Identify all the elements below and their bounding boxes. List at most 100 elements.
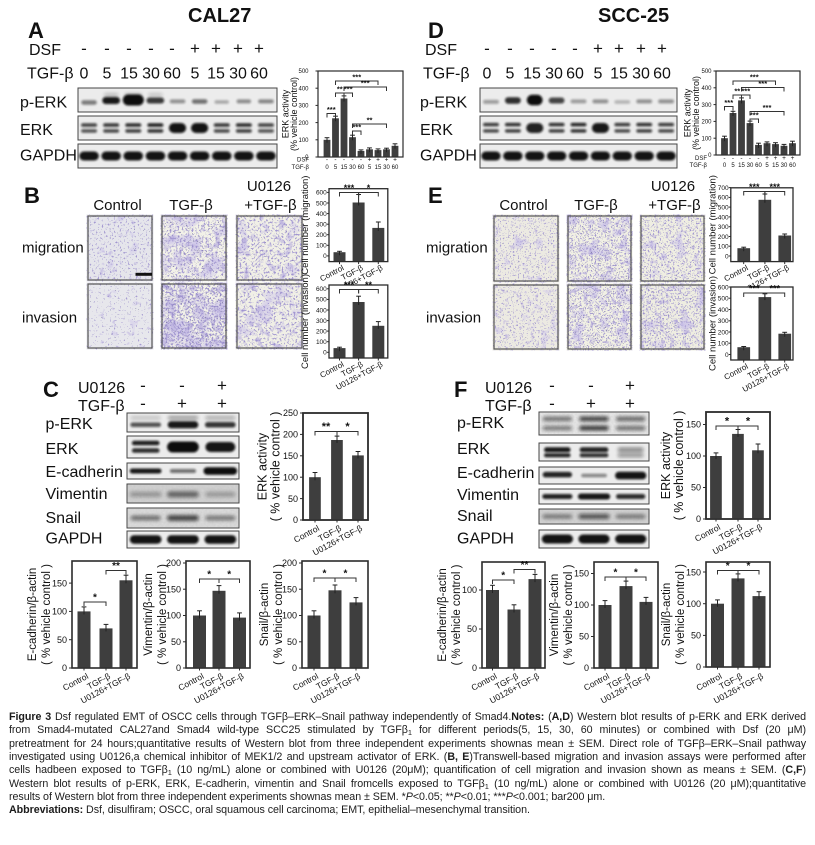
svg-text:SCC-25: SCC-25 xyxy=(598,5,669,27)
svg-text:ERK: ERK xyxy=(46,441,79,458)
svg-text:ERK: ERK xyxy=(457,441,490,458)
svg-text:200: 200 xyxy=(298,121,309,127)
svg-text:60: 60 xyxy=(358,165,365,171)
svg-text:***: *** xyxy=(344,85,353,94)
svg-text:600: 600 xyxy=(718,195,729,202)
svg-text:200: 200 xyxy=(283,430,298,440)
svg-text:E-cadherin/β-actin: E-cadherin/β-actin xyxy=(437,568,449,662)
svg-text:***: *** xyxy=(750,73,759,82)
svg-text:200: 200 xyxy=(316,328,327,335)
svg-text:0: 0 xyxy=(293,515,298,525)
svg-text:-: - xyxy=(343,157,345,164)
svg-text:Snail: Snail xyxy=(46,510,82,527)
svg-text:50: 50 xyxy=(579,632,589,642)
svg-text:60: 60 xyxy=(566,66,584,83)
svg-text:TGF-β: TGF-β xyxy=(574,197,618,214)
svg-text:*: * xyxy=(634,568,638,579)
svg-text:*: * xyxy=(207,570,211,581)
svg-text:+: + xyxy=(625,394,635,413)
svg-text:+: + xyxy=(233,39,243,58)
svg-text:*: * xyxy=(501,571,505,582)
svg-text:TGF-β: TGF-β xyxy=(485,398,532,415)
svg-text:50: 50 xyxy=(171,637,181,647)
svg-text:100: 100 xyxy=(718,244,729,251)
svg-text:0: 0 xyxy=(323,350,327,357)
svg-text:***: *** xyxy=(763,103,772,112)
svg-text:0: 0 xyxy=(696,514,701,524)
svg-text:+: + xyxy=(393,157,397,164)
svg-text:100: 100 xyxy=(316,243,327,250)
svg-text:TGF-β: TGF-β xyxy=(169,197,213,214)
svg-text:+: + xyxy=(625,376,635,395)
svg-text:***: *** xyxy=(750,111,759,120)
svg-text:p-ERK: p-ERK xyxy=(457,415,504,432)
svg-text:5: 5 xyxy=(368,165,372,171)
svg-text:+: + xyxy=(593,39,603,58)
svg-text:700: 700 xyxy=(718,185,729,192)
svg-text:100: 100 xyxy=(574,600,589,610)
svg-text:15: 15 xyxy=(120,66,138,83)
svg-text:0: 0 xyxy=(584,663,589,673)
svg-text:Cell number (invasion): Cell number (invasion) xyxy=(300,274,311,369)
svg-text:400: 400 xyxy=(718,307,729,314)
svg-text:-: - xyxy=(749,155,751,162)
svg-text:E-cadherin/β-actin: E-cadherin/β-actin xyxy=(27,568,39,662)
svg-text:**: ** xyxy=(734,87,740,96)
svg-text:p-ERK: p-ERK xyxy=(20,95,67,112)
svg-text:GAPDH: GAPDH xyxy=(420,148,477,165)
svg-text:( % vehicle control ): ( % vehicle control ) xyxy=(672,411,686,521)
svg-text:Vimentin/β-actin: Vimentin/β-actin xyxy=(549,574,561,656)
svg-text:-: - xyxy=(549,394,555,413)
svg-text:***: *** xyxy=(741,87,750,96)
svg-text:15: 15 xyxy=(341,165,348,171)
svg-text:50: 50 xyxy=(691,483,701,493)
svg-text:0: 0 xyxy=(483,66,492,83)
svg-text:**: ** xyxy=(521,560,529,571)
svg-text:( % vehicle control ): ( % vehicle control ) xyxy=(273,564,285,665)
svg-text:150: 150 xyxy=(52,578,67,588)
svg-text:DSF: DSF xyxy=(29,42,61,59)
svg-text:30: 30 xyxy=(747,163,754,169)
svg-text:p-ERK: p-ERK xyxy=(46,416,93,433)
svg-text:+: + xyxy=(376,157,380,164)
svg-text:-: - xyxy=(81,39,87,58)
svg-text:50: 50 xyxy=(57,635,67,645)
svg-text:-: - xyxy=(740,155,742,162)
svg-text:400: 400 xyxy=(316,307,327,314)
svg-text:*: * xyxy=(345,421,350,433)
svg-text:150: 150 xyxy=(282,584,297,594)
svg-text:Vimentin: Vimentin xyxy=(46,486,108,503)
svg-text:5: 5 xyxy=(334,165,338,171)
svg-text:+: + xyxy=(765,155,769,162)
svg-text:Snail/β-actin: Snail/β-actin xyxy=(259,583,271,647)
svg-text:100: 100 xyxy=(316,339,327,346)
svg-text:***: *** xyxy=(749,182,760,192)
svg-text:0: 0 xyxy=(725,352,729,359)
svg-text:(% vehicle control): (% vehicle control) xyxy=(691,76,701,150)
svg-text:500: 500 xyxy=(316,200,327,207)
svg-text:GAPDH: GAPDH xyxy=(46,531,103,548)
svg-text:-: - xyxy=(507,39,513,58)
svg-text:30: 30 xyxy=(142,66,160,83)
svg-text:50: 50 xyxy=(467,624,477,634)
svg-text:500: 500 xyxy=(298,69,309,75)
svg-text:30: 30 xyxy=(632,66,650,83)
svg-text:0: 0 xyxy=(472,663,477,673)
svg-text:Cell number (migration): Cell number (migration) xyxy=(300,176,311,275)
svg-text:+: + xyxy=(782,155,786,162)
svg-text:0: 0 xyxy=(62,663,67,673)
svg-text:B: B xyxy=(24,183,40,208)
svg-text:-: - xyxy=(140,394,146,413)
svg-text:( % vehicle control ): ( % vehicle control ) xyxy=(157,564,169,665)
svg-text:*: * xyxy=(93,593,97,604)
svg-text:0: 0 xyxy=(292,663,297,673)
svg-text:Control: Control xyxy=(723,362,750,382)
svg-text:U0126: U0126 xyxy=(651,178,695,195)
svg-text:150: 150 xyxy=(686,420,701,430)
svg-text:5: 5 xyxy=(731,163,735,169)
svg-text:+: + xyxy=(586,394,596,413)
svg-text:30: 30 xyxy=(383,165,390,171)
svg-text:U0126: U0126 xyxy=(247,178,291,195)
svg-text:0: 0 xyxy=(725,253,729,260)
svg-text:*: * xyxy=(746,416,751,428)
